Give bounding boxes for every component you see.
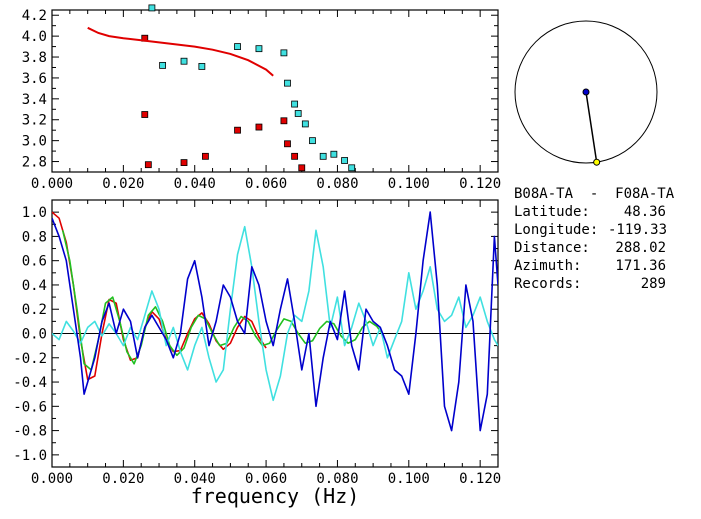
cyan-data-point <box>309 137 316 145</box>
y-tick-label: 3.0 <box>22 134 47 150</box>
cyan-data-point <box>234 43 241 50</box>
red-data-point <box>141 111 149 118</box>
y-tick-label: -1.0 <box>13 448 47 464</box>
y-tick-label: 3.2 <box>22 113 47 129</box>
x-tick-label: 0.020 <box>102 176 144 192</box>
azimuth-line <box>585 91 598 163</box>
info-value: 289 <box>640 276 666 292</box>
x-tick-label: 0.020 <box>102 471 144 487</box>
cyan-data-point <box>255 45 263 53</box>
cyan-series-line <box>52 225 498 402</box>
x-axis-label: frequency (Hz) <box>191 484 360 508</box>
red-series-line <box>52 211 267 381</box>
info-value: 48.36 <box>623 204 666 220</box>
x-tick-label: 0.120 <box>459 176 501 192</box>
cyan-data-point <box>180 57 188 65</box>
model-dispersion-curve <box>87 26 274 77</box>
x-tick-label: 0.060 <box>245 176 287 192</box>
y-tick-label: 3.4 <box>22 92 47 108</box>
x-tick-label: 0.100 <box>388 176 430 192</box>
cyan-data-point <box>284 79 291 87</box>
red-data-point <box>298 164 306 172</box>
info-label: Records: <box>514 276 582 292</box>
cyan-data-point <box>148 4 156 12</box>
info-label: Azimuth: <box>514 258 582 274</box>
y-tick-label: -0.8 <box>13 424 47 440</box>
info-value: -119.33 <box>608 222 668 238</box>
cyan-data-point <box>319 152 327 160</box>
info-label: Distance: <box>514 240 590 256</box>
y-tick-label: 2.8 <box>22 155 47 171</box>
station-info-row: Longitude: -119.33 <box>514 221 668 239</box>
cyan-data-point <box>291 100 299 108</box>
station-info-row: Azimuth: 171.36 <box>514 257 666 275</box>
y-tick-label: 3.6 <box>22 71 47 87</box>
station-info-row: Records: 289 <box>514 275 666 293</box>
red-data-point <box>284 140 291 148</box>
red-data-point <box>255 123 263 131</box>
cyan-data-point <box>330 150 338 158</box>
azimuth-circle <box>514 20 658 164</box>
y-tick-label: 0.4 <box>22 278 47 294</box>
y-tick-label: -0.4 <box>13 375 47 391</box>
info-label: Latitude: <box>514 204 590 220</box>
y-tick-label: 1.0 <box>22 205 47 221</box>
y-tick-label: 0.2 <box>22 302 47 318</box>
info-value: 288.02 <box>615 240 666 256</box>
y-tick-label: 0.0 <box>22 327 47 343</box>
x-tick-label: 0.060 <box>245 471 287 487</box>
station-center-dot <box>582 88 590 96</box>
red-data-point <box>202 152 209 160</box>
cyan-data-point <box>198 63 206 70</box>
cyan-data-point <box>348 164 356 172</box>
y-tick-label: 0.8 <box>22 229 47 245</box>
info-value: 171.36 <box>615 258 666 274</box>
red-data-point <box>180 159 188 166</box>
y-tick-label: 4.0 <box>22 29 47 45</box>
y-tick-label: 3.8 <box>22 50 47 66</box>
x-tick-label: 0.080 <box>316 471 358 487</box>
red-data-point <box>280 117 288 125</box>
y-tick-label: 4.2 <box>22 8 47 24</box>
y-tick-label: -0.2 <box>13 351 47 367</box>
dispersion-panel-frame <box>51 9 499 173</box>
station-end-dot <box>593 158 601 166</box>
station-info-row: Latitude: 48.36 <box>514 203 666 221</box>
info-label: Longitude: <box>514 222 599 238</box>
cyan-data-point <box>159 61 167 69</box>
station-pair: B08A-TA - F08A-TA <box>514 186 675 202</box>
cyan-data-point <box>341 157 348 164</box>
x-tick-label: 0.040 <box>174 176 216 192</box>
cyan-data-point <box>294 110 302 117</box>
cyan-data-point <box>301 120 309 128</box>
x-tick-label: 0.040 <box>174 471 216 487</box>
x-tick-label: 0.080 <box>316 176 358 192</box>
y-tick-label: 0.6 <box>22 254 47 270</box>
x-tick-label: 0.000 <box>31 471 73 487</box>
blue-series-line <box>52 211 498 432</box>
red-data-point <box>144 161 152 169</box>
x-tick-label: 0.000 <box>31 176 73 192</box>
station-info-row: Distance: 288.02 <box>514 239 666 257</box>
red-data-point <box>234 126 241 134</box>
x-tick-label: 0.120 <box>459 471 501 487</box>
y-tick-label: -0.6 <box>13 399 47 415</box>
x-tick-label: 0.100 <box>388 471 430 487</box>
red-data-point <box>291 152 299 160</box>
cyan-data-point <box>280 49 288 57</box>
